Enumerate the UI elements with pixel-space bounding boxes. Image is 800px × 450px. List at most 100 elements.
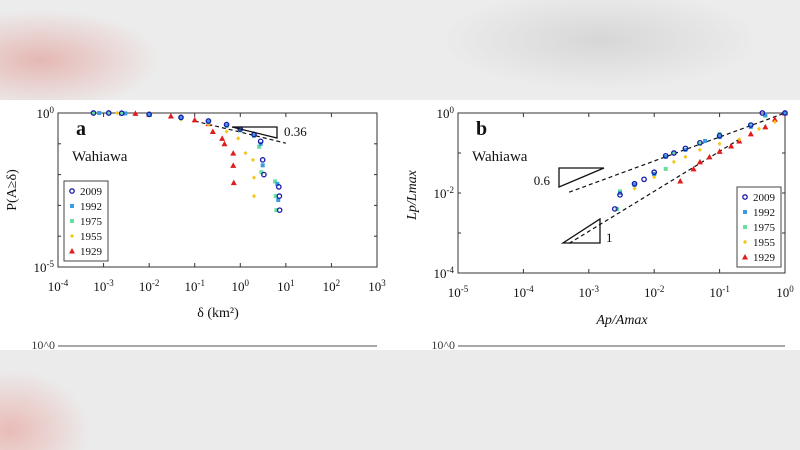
data-point (716, 132, 723, 139)
x-tick-label: 10-3 (93, 278, 114, 294)
data-point (662, 152, 669, 159)
data-point (273, 179, 278, 184)
slope-triangle-0.6 (558, 167, 605, 188)
data-point (703, 138, 708, 143)
chart-panel-b: 10-5 10-4 10-3 10-2 10-1 100 10-4 10-2 100 b Wahia… (405, 105, 794, 328)
data-point (274, 208, 279, 213)
legend-label: 1975 (753, 222, 776, 234)
slope-label: 0.36 (284, 124, 307, 139)
panel-label: b (476, 118, 487, 140)
data-point (223, 121, 230, 128)
legend-marker (743, 225, 747, 229)
data-point (252, 193, 257, 199)
legend-label: 2009 (80, 186, 103, 198)
data-point (632, 186, 637, 191)
data-point (257, 144, 262, 149)
data-point (641, 176, 647, 183)
data-point (652, 174, 657, 180)
slope-label-1: 1 (606, 230, 613, 245)
x-tick-label: 10-1 (184, 278, 205, 294)
x-axis-label: Ap/Amax (595, 313, 648, 328)
data-point (716, 148, 723, 154)
data-point (90, 110, 97, 116)
legend-marker (70, 219, 74, 223)
data-point (115, 110, 120, 116)
data-point (631, 180, 638, 187)
x-axis-label: δ (km²) (197, 306, 239, 321)
data-point (717, 135, 722, 140)
data-point (224, 123, 229, 128)
data-point (671, 151, 676, 155)
data-point (167, 112, 174, 119)
legend-marker (70, 204, 74, 208)
data-point (230, 150, 237, 156)
data-point (632, 182, 637, 187)
x-tick-label: 102 (323, 278, 341, 294)
data-point (230, 162, 237, 168)
slope-triangle-1 (560, 217, 601, 244)
data-point (91, 111, 96, 115)
data-point (178, 114, 184, 121)
data-point (260, 163, 265, 168)
data-point (690, 165, 697, 172)
data-point (147, 112, 152, 117)
data-point (706, 153, 713, 160)
panel-label: a (76, 118, 86, 140)
data-point (132, 110, 139, 116)
data-point (728, 142, 735, 149)
y-tick-label: 10-5 (34, 259, 55, 275)
data-point (257, 138, 264, 145)
data-point (118, 110, 125, 117)
data-point (697, 139, 703, 146)
x-tick-label: 10-4 (513, 284, 534, 300)
data-point (663, 166, 668, 171)
data-point (236, 136, 241, 141)
data-point (756, 126, 761, 132)
data-point (123, 111, 128, 116)
data-point (762, 123, 769, 130)
data-point (783, 111, 787, 115)
x-tick-label: 10-2 (644, 284, 665, 300)
data-point (191, 116, 198, 123)
data-point (617, 191, 623, 198)
legend-label: 1955 (80, 231, 103, 243)
data-point (252, 133, 257, 138)
legend-label: 1955 (753, 237, 776, 249)
legend-marker (742, 194, 748, 200)
fit-line (568, 138, 740, 244)
series-2009 (611, 110, 788, 212)
data-point (178, 115, 183, 120)
data-point (261, 171, 267, 178)
legend-label: 1929 (753, 252, 776, 264)
x-tick-label: 100 (776, 284, 794, 300)
data-point (772, 119, 777, 125)
data-point (243, 150, 248, 156)
partial-lower-panels: 10^0 10^0 (31, 338, 785, 352)
legend-label: 1975 (80, 216, 103, 228)
data-point (697, 147, 702, 153)
lower-right-tick: 10^0 (431, 338, 455, 352)
x-tick-label: 10-5 (448, 284, 469, 300)
legend-marker (69, 188, 75, 194)
data-point (276, 197, 281, 202)
data-point (219, 135, 226, 141)
legend-marker (69, 248, 75, 254)
data-point (105, 110, 112, 116)
data-point (677, 177, 684, 184)
y-axis-label: P(A≥δ) (5, 169, 20, 211)
data-point (683, 147, 688, 152)
data-point (663, 154, 668, 159)
data-point (747, 130, 754, 137)
data-point (683, 154, 688, 160)
legend-label: 1992 (753, 207, 775, 219)
x-tick-label: 103 (368, 278, 386, 294)
y-axis-label: Lp/Lmax (405, 169, 420, 221)
data-point (276, 207, 283, 214)
data-point (273, 194, 278, 199)
data-point (275, 181, 280, 186)
data-point (224, 129, 229, 134)
data-point (106, 111, 111, 115)
x-tick-label: 10-2 (139, 278, 160, 294)
data-point (252, 175, 257, 180)
data-point (759, 110, 766, 116)
